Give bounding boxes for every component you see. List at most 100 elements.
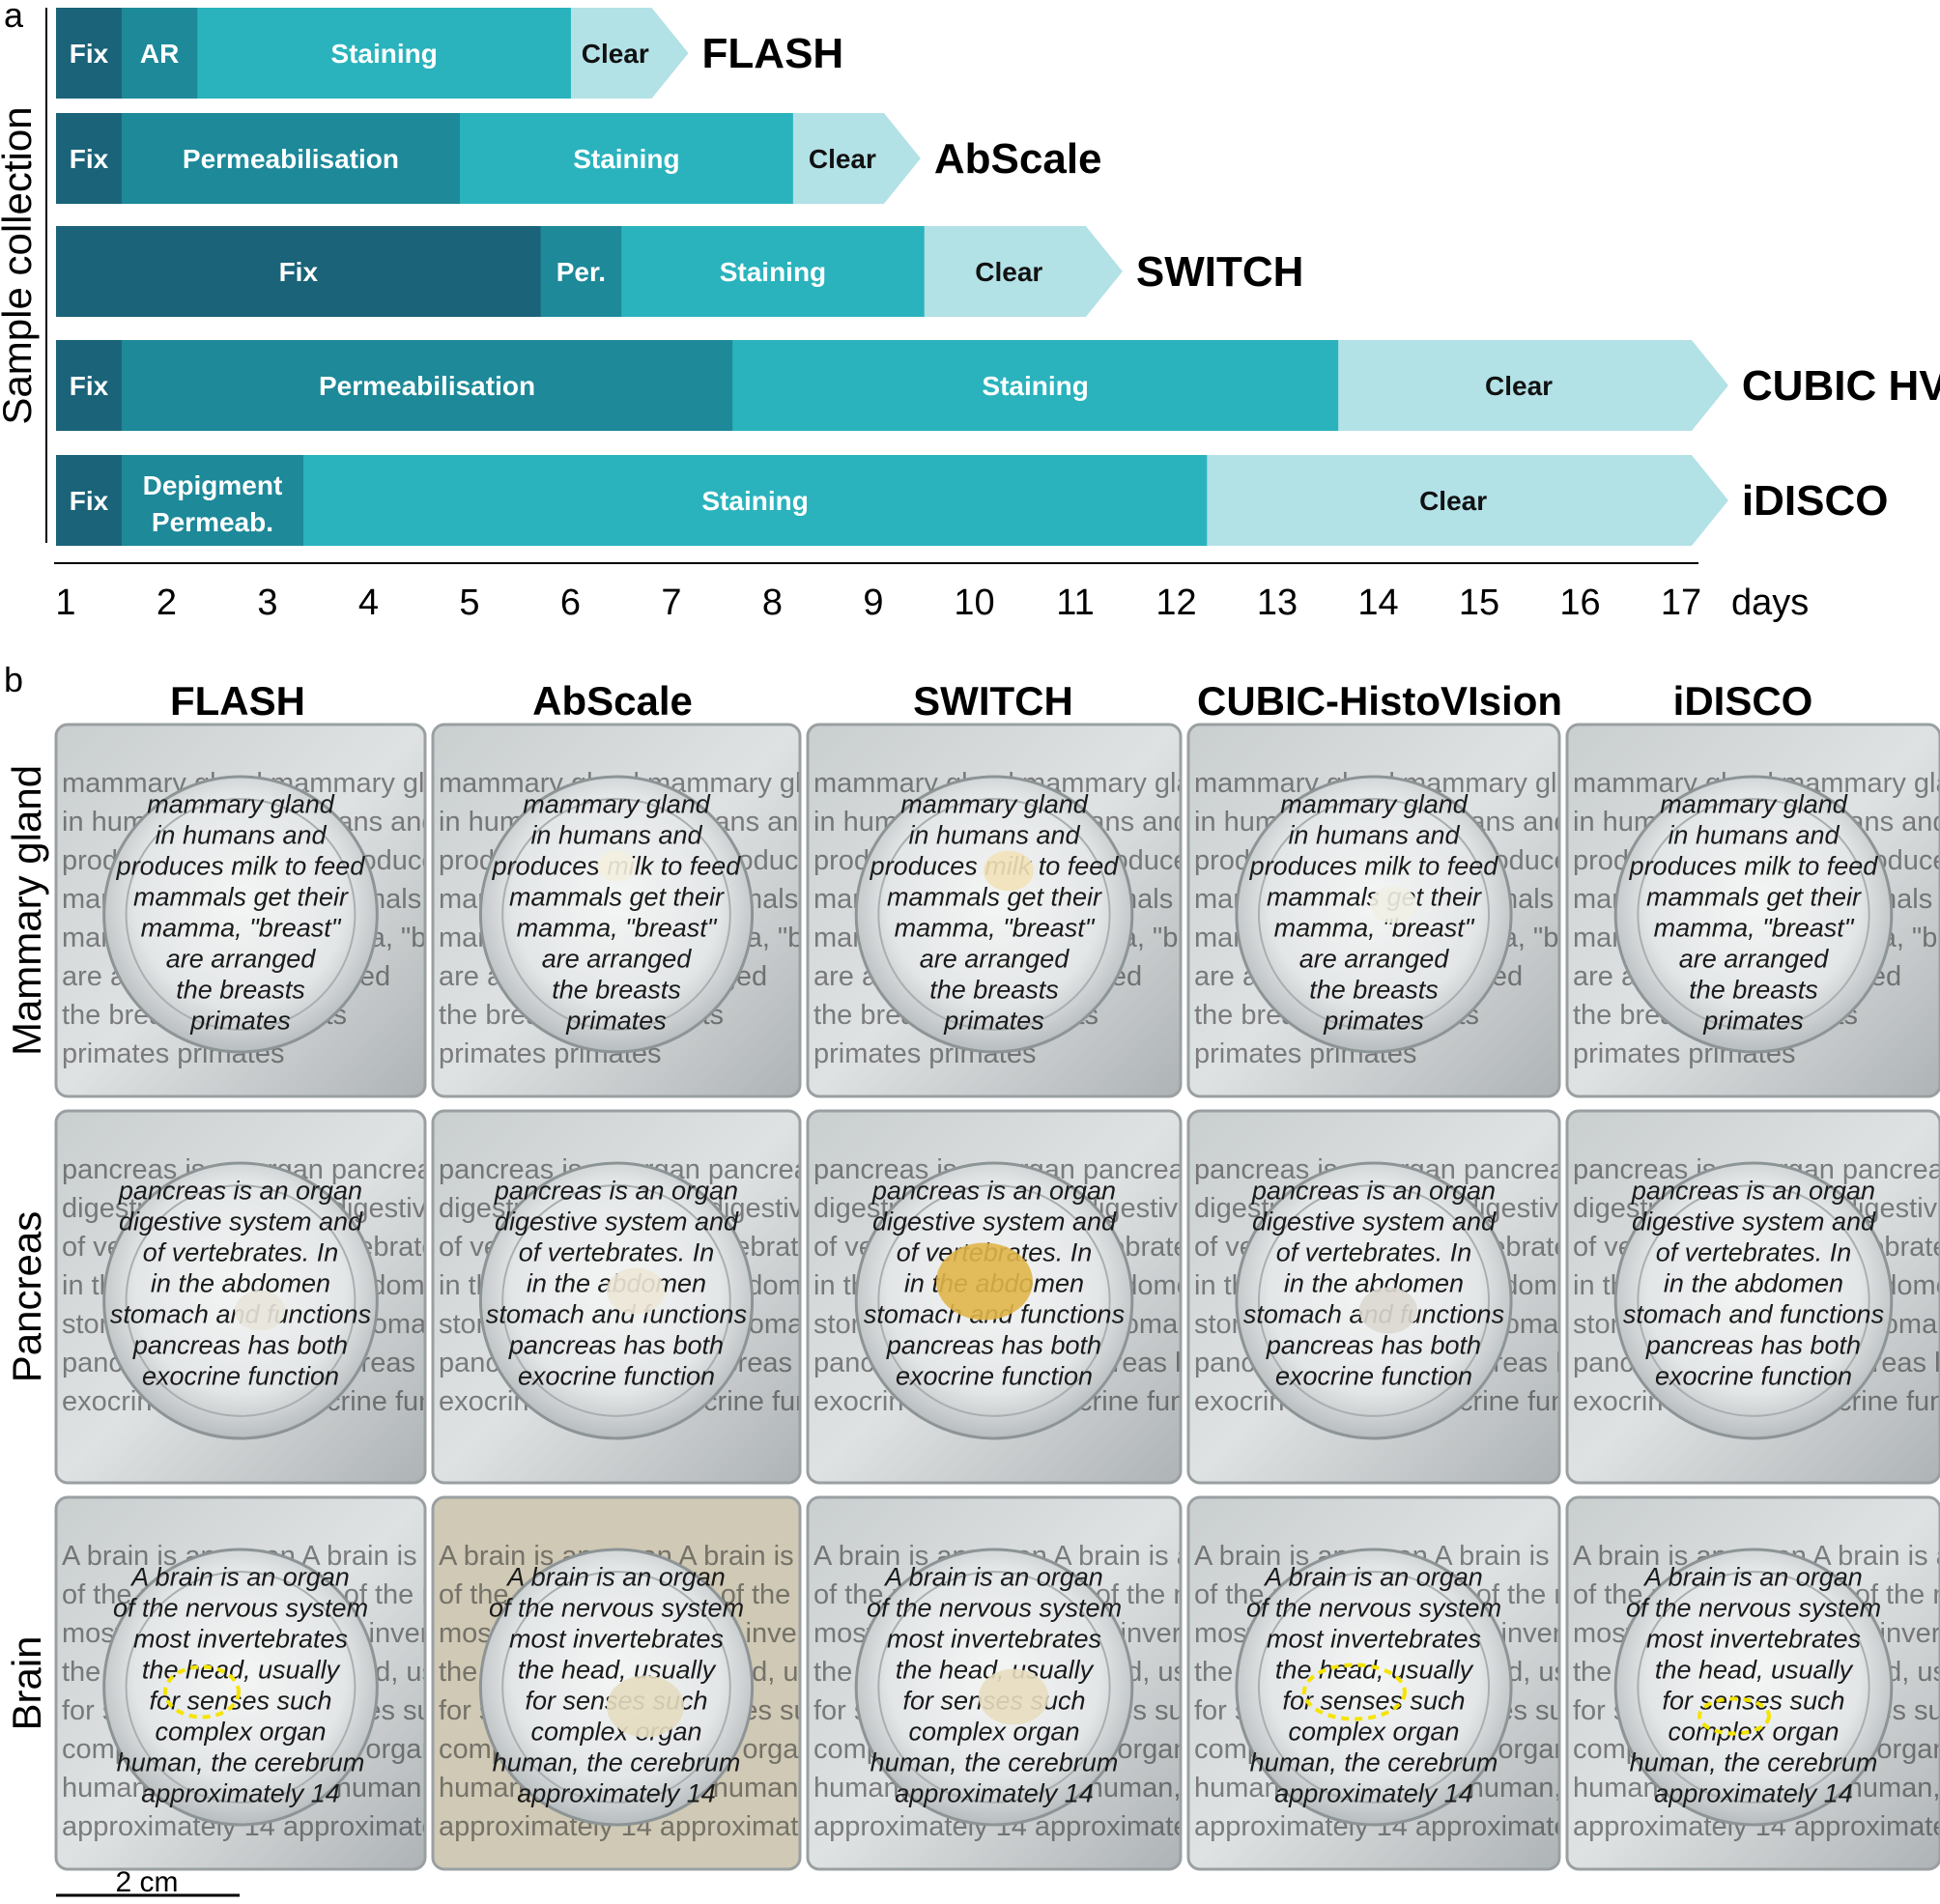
magnified-text: complex organ: [155, 1718, 326, 1747]
lens-ring: [1257, 798, 1491, 1031]
method-label: SWITCH: [1136, 248, 1304, 296]
stage-bar-fix: [56, 113, 123, 204]
magnified-text: in humans and: [1668, 821, 1840, 850]
magnified-text: in the abdomen: [151, 1269, 330, 1298]
magnified-text: pancreas has both: [1645, 1331, 1861, 1360]
magnified-text: complex organ: [1288, 1718, 1459, 1747]
day-tick-label: 3: [257, 583, 277, 623]
magnified-text: mammary gland: [147, 790, 335, 819]
day-tick-label: 11: [1056, 583, 1094, 623]
photo-cell: A brain is an organ A brain is an organo…: [431, 1495, 802, 1871]
magnified-text: in humans and: [530, 821, 702, 850]
panel-b-letter: b: [4, 660, 23, 699]
magnified-text: human, the cerebrum: [493, 1748, 741, 1777]
stage-label: Clear: [975, 257, 1042, 287]
stage-bar-clear: [792, 113, 921, 204]
magnified-text: are arranged: [1299, 945, 1450, 974]
grid-row-headers: Mammary gland Pancreas Brain: [4, 765, 49, 1731]
cube-edge: [806, 723, 1183, 1098]
magnified-text: most invertebrates: [887, 1625, 1101, 1654]
tissue-sample: [597, 850, 636, 882]
magnified-text: pancreas has both: [508, 1331, 724, 1360]
stage-label: Staining: [573, 144, 679, 174]
magnified-text: pancreas is an organ: [1251, 1177, 1496, 1206]
stage-bar-permeabilisation: [121, 8, 198, 99]
day-tick-label: 15: [1459, 583, 1499, 623]
cube-edge: [431, 1109, 802, 1485]
stage-label: Staining: [720, 257, 826, 287]
stage-bar-fix: [56, 455, 123, 546]
lens-ring: [877, 798, 1111, 1031]
timelines: Fix AR Staining Clear FLASH Fix Permeabilisati…: [56, 8, 1940, 546]
magnified-text: mammary gland: [523, 790, 711, 819]
method-label: AbScale: [934, 135, 1102, 183]
stage-label: Clear: [809, 144, 876, 174]
magnified-text: approximately 14: [141, 1779, 340, 1808]
magnified-text: mamma, "breast": [517, 914, 718, 943]
photo-cell: pancreas is an organ pancreas is an orga…: [54, 1109, 427, 1485]
lens-well: [1613, 1161, 1894, 1440]
magnified-text: are arranged: [1679, 945, 1830, 974]
head-outline: [1302, 1662, 1407, 1721]
stage-bar-permeabilisation: [121, 455, 304, 546]
stage-bar-fix: [56, 8, 123, 99]
stage-bar-staining: [732, 340, 1339, 431]
stage-bar-permeabilisation: [540, 226, 622, 317]
stage-bar-permeabilisation: [121, 113, 461, 204]
cube-edge: [54, 1109, 427, 1485]
magnified-text: exocrine function: [518, 1362, 715, 1391]
stage-bar-staining: [460, 113, 794, 204]
stage-label: Permeabilisation: [319, 371, 535, 401]
magnified-text: human, the cerebrum: [117, 1748, 365, 1777]
magnified-text: complex organ: [1668, 1718, 1839, 1747]
day-tick-label: 4: [358, 583, 379, 623]
magnified-text: mamma, "breast": [1274, 914, 1475, 943]
magnified-text: mamma, "breast": [141, 914, 342, 943]
magnified-text: are arranged: [920, 945, 1070, 974]
magnified-text: pancreas has both: [132, 1331, 348, 1360]
cube-edge: [431, 1495, 802, 1871]
magnified-text: A brain is an organ: [1263, 1563, 1483, 1592]
magnified-text: the head, usually: [518, 1656, 717, 1685]
magnified-text: digestive system and: [872, 1208, 1117, 1236]
stage-bar-clear: [924, 226, 1123, 317]
magnified-text: human, the cerebrum: [1250, 1748, 1498, 1777]
magnified-text: mamma, "breast": [1654, 914, 1855, 943]
magnified-text: A brain is an organ: [1642, 1563, 1863, 1592]
magnified-text: mammals get their: [133, 883, 349, 912]
cube-edge: [431, 723, 802, 1098]
grid-column-headers: FLASH AbScale SWITCH CUBIC-HistoVIsion iDISC…: [170, 678, 1812, 724]
magnified-text: exocrine function: [142, 1362, 339, 1391]
magnified-text: the head, usually: [142, 1656, 341, 1685]
magnified-text: primates: [1702, 1007, 1804, 1036]
timeline-idisco: Fix Depigment Permeab. Staining Clear iDISCO: [56, 455, 1888, 546]
tissue-sample: [235, 1290, 285, 1331]
magnified-text: of the nervous system: [1246, 1594, 1501, 1623]
scale-bar-label: 2 cm: [115, 1866, 178, 1898]
magnified-text: produces milk to feed: [1249, 852, 1499, 881]
magnified-text: human, the cerebrum: [1630, 1748, 1878, 1777]
day-tick-label: 9: [863, 583, 883, 623]
magnified-text: exocrine function: [1655, 1362, 1852, 1391]
stage-label: Staining: [330, 39, 437, 69]
column-header: CUBIC-HistoVIsion: [1197, 678, 1562, 724]
lens-ring: [125, 1184, 357, 1417]
lens-ring: [125, 798, 357, 1031]
magnified-text: of vertebrates. In: [143, 1238, 339, 1267]
photo-cell: A brain is an organ A brain is an organo…: [1186, 1495, 1561, 1871]
magnified-text: in the abdomen: [1664, 1269, 1843, 1298]
stage-label: Per.: [556, 257, 606, 287]
stage-bar-permeabilisation: [121, 340, 733, 431]
magnified-text: pancreas is an organ: [118, 1177, 362, 1206]
magnified-text: A brain is an organ: [883, 1563, 1103, 1592]
stage-bar-fix: [56, 340, 123, 431]
stage-label: Staining: [982, 371, 1088, 401]
day-tick-label: 6: [560, 583, 581, 623]
tissue-sample: [984, 850, 1034, 892]
magnified-text: primates: [943, 1007, 1044, 1036]
